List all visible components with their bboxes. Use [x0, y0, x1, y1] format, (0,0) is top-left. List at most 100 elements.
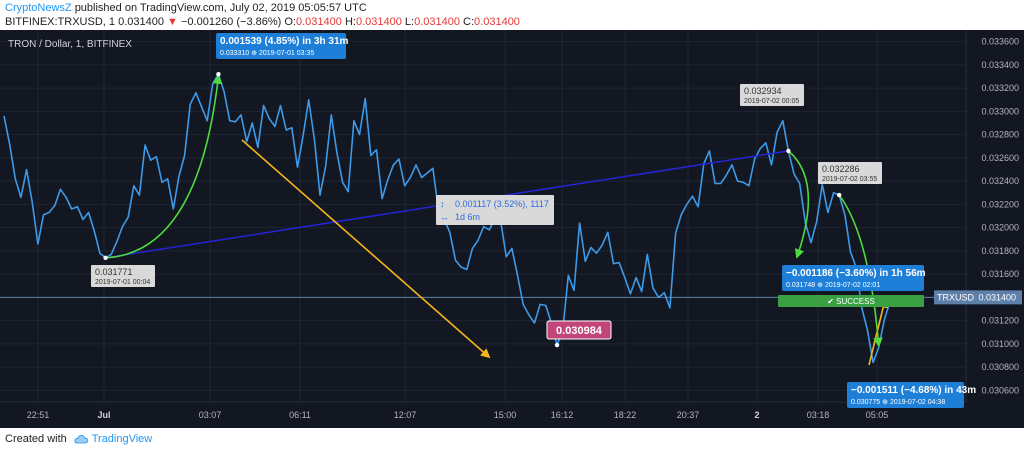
close-value: 0.031400 — [474, 16, 520, 28]
x-tick-label: 03:07 — [199, 410, 222, 420]
price-series — [3, 73, 891, 364]
current-price-tag-box — [934, 290, 1022, 305]
peak2-label[interactable]: 0.032286 2019-07-02 03:55 — [818, 162, 882, 184]
plot-background — [0, 30, 1024, 428]
x-tick-labels: 22:51 Jul 03:07 06:11 12:07 15:00 16:12 18:22 20… — [27, 410, 889, 420]
y-tick-label: 0.032600 — [981, 153, 1019, 163]
close-label: C: — [463, 16, 475, 28]
peak-date: 2019-07-02 00:05 — [744, 98, 799, 105]
dip-tag-box — [546, 320, 612, 340]
anchor-point — [554, 342, 560, 348]
chart-header: CryptoNewsZ published on TradingView.com… — [0, 0, 1024, 30]
x-tick-label: 12:07 — [394, 410, 417, 420]
x-tick-label: 05:05 — [866, 410, 889, 420]
ticker-symbol: BITFINEX:TRXUSD, 1 — [5, 16, 116, 28]
publisher-name[interactable]: CryptoNewsZ — [5, 2, 72, 14]
x-tick-label: 15:00 — [494, 410, 517, 420]
current-price-value: 0.031400 — [978, 292, 1016, 302]
y-tick-labels: 0.033600 0.033400 0.033200 0.033000 0.032800… — [981, 37, 1019, 396]
drawings[interactable]: 0.031771 2019-07-01 00:04 0.032934 2019-07-… — [91, 33, 976, 408]
x-tick-label: 20:37 — [677, 410, 700, 420]
peak2-box — [818, 162, 882, 184]
tradingview-cloud-icon — [74, 434, 89, 444]
drop-curve-1[interactable] — [787, 150, 810, 259]
rise-label-box — [216, 33, 346, 59]
low-label: L: — [404, 16, 415, 28]
drop1-label-box — [782, 265, 924, 291]
x-tick-label: 16:12 — [551, 410, 574, 420]
drop2-label[interactable]: −0.001511 (−4.68%) in 43m 0.030775 ⊕ 2019… — [847, 382, 976, 408]
publish-info: CryptoNewsZ published on TradingView.com… — [5, 2, 367, 14]
ticker-info: BITFINEX:TRXUSD, 1 0.031400 ▼ −0.001260 … — [5, 16, 520, 28]
open-label: O: — [284, 16, 296, 28]
anchor-point — [216, 71, 221, 77]
drop2-label-box — [847, 382, 964, 408]
x-tick-label: 03:18 — [807, 410, 830, 420]
peak-label[interactable]: 0.032934 2019-07-02 00:05 — [740, 84, 804, 106]
x-tick-label: Jul — [97, 410, 110, 420]
high-label: H: — [344, 16, 356, 28]
vertical-range-icon: ↕ — [440, 199, 445, 209]
y-tick-label: 0.030600 — [981, 385, 1019, 395]
x-tick-label: 22:51 — [27, 410, 50, 420]
drop2-label-sub: 0.030775 ⊕ 2019-07-02 04:38 — [851, 399, 945, 406]
success-banner[interactable]: ✔ SUCCESS — [778, 295, 924, 307]
x-tick-label: 06:11 — [289, 410, 311, 420]
peak-box — [740, 84, 804, 106]
anchor-point — [837, 192, 842, 198]
y-tick-label: 0.032000 — [981, 223, 1019, 233]
down-arrow-yellow[interactable] — [241, 139, 491, 359]
y-tick-label: 0.033000 — [981, 106, 1019, 116]
price-axis[interactable] — [966, 30, 1024, 402]
success-text: ✔ SUCCESS — [827, 297, 875, 306]
current-price-tag: TRXUSD 0.031400 — [934, 290, 1022, 305]
low1-box — [91, 265, 155, 287]
dip-price-tag[interactable]: 0.030984 — [546, 320, 612, 340]
peak2-value: 0.032286 — [822, 164, 860, 174]
rise-curve[interactable] — [105, 74, 223, 259]
rise-label-text: 0.001539 (4.85%) in 3h 31m — [220, 36, 349, 47]
range-box — [436, 195, 554, 225]
drop2-label-text: −0.001511 (−4.68%) in 43m — [851, 385, 976, 396]
success-box — [778, 295, 924, 307]
drop1-label[interactable]: −0.001186 (−3.60%) in 1h 56m 0.031748 ⊕ 2… — [782, 265, 926, 291]
drop1-label-text: −0.001186 (−3.60%) in 1h 56m — [786, 268, 926, 279]
y-tick-label: 0.032200 — [981, 199, 1019, 209]
y-tick-label: 0.031200 — [981, 316, 1019, 326]
dip-tag-value: 0.030984 — [556, 325, 603, 337]
low1-date: 2019-07-01 00:04 — [95, 279, 150, 286]
horizontal-range-icon: ↔ — [440, 212, 449, 222]
y-tick-label: 0.030800 — [981, 362, 1019, 372]
y-tick-label: 0.033400 — [981, 60, 1019, 70]
rise-label-sub: 0.033310 ⊕ 2019-07-01 03:35 — [220, 50, 314, 57]
high-value: 0.031400 — [355, 16, 402, 28]
y-tick-label: 0.032400 — [981, 176, 1019, 186]
anchor-point — [786, 148, 791, 154]
drop-curve-2[interactable] — [838, 194, 883, 348]
footer: Created with TradingView — [0, 428, 1024, 452]
rise-label[interactable]: 0.001539 (4.85%) in 3h 31m 0.033310 ⊕ 201… — [216, 33, 349, 59]
created-with-text: Created with — [5, 433, 67, 445]
y-tick-label: 0.031600 — [981, 269, 1019, 279]
y-tick-label: 0.032800 — [981, 130, 1019, 140]
price-change: −0.001260 (−3.86%) — [181, 16, 282, 28]
anchor-point — [103, 255, 108, 261]
price-line — [3, 73, 891, 364]
range-measure[interactable]: ↕ 0.001117 (3.52%), 1117 ↔ 1d 6m — [436, 195, 554, 225]
drop1-label-sub: 0.031748 ⊕ 2019-07-02 02:01 — [786, 282, 880, 289]
range-line1: 0.001117 (3.52%), 1117 — [455, 199, 549, 209]
y-tick-label: 0.033600 — [981, 37, 1019, 47]
range-line2: 1d 6m — [455, 212, 480, 222]
price-chart[interactable]: 0.033600 0.033400 0.033200 0.033000 0.032800… — [0, 30, 1024, 428]
y-tick-label: 0.031800 — [981, 246, 1019, 256]
tradingview-brand[interactable]: TradingView — [91, 433, 153, 445]
current-price-symbol: TRXUSD — [937, 292, 975, 302]
down-arrow-icon: ▼ — [167, 16, 178, 28]
x-tick-label: 18:22 — [614, 410, 637, 420]
low-value: 0.031400 — [414, 16, 460, 28]
open-value: 0.031400 — [296, 16, 342, 28]
last-price: 0.031400 — [118, 16, 164, 28]
low1-label[interactable]: 0.031771 2019-07-01 00:04 — [91, 265, 155, 287]
y-tick-label: 0.031000 — [981, 339, 1019, 349]
peak2-date: 2019-07-02 03:55 — [822, 176, 877, 183]
